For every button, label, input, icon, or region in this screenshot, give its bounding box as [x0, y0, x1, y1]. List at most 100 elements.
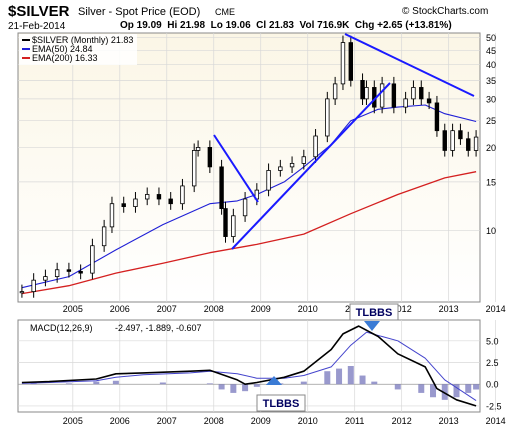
name-label: Silver - Spot Price (EOD) — [78, 6, 200, 18]
price-x-tick-2010: 2010 — [298, 304, 318, 314]
macd-x-tick-2013: 2013 — [439, 416, 459, 426]
price-bar-body — [289, 163, 295, 168]
tlbbs-bottom-box — [256, 394, 306, 412]
price-bar-2008-03 — [195, 140, 201, 157]
macd-histogram-bar-2008-09 — [218, 384, 225, 390]
price-bar-2012-10 — [411, 80, 416, 106]
macd-histogram-bar-2014-02 — [473, 384, 480, 390]
price-bar-body — [278, 166, 283, 171]
macd-histogram-bar-2013-12 — [465, 384, 472, 393]
price-gridlines — [18, 33, 497, 302]
macd-panel — [17, 319, 481, 413]
macd-y-tick--2.5: -2.5 — [486, 401, 502, 411]
macd-values: -2.497, -1.889, -0.607 — [115, 323, 202, 333]
macd-histogram-bar-2008-12 — [230, 384, 237, 393]
macd-histogram-series — [30, 366, 480, 400]
macd-x-tick-2010: 2010 — [298, 416, 318, 426]
price-x-tick-2009: 2009 — [251, 304, 271, 314]
price-y-tick-50: 50 — [486, 33, 496, 43]
price-bar-2005-12 — [90, 238, 95, 280]
triangle-up-icon — [266, 376, 282, 385]
price-bar-body — [78, 271, 83, 274]
price-bar-body — [313, 135, 318, 158]
price-bar-2005-03 — [54, 262, 60, 283]
legend: $SILVER (Monthly) 21.83 EMA(50) 24.84 EM… — [19, 34, 137, 65]
price-bar-body — [348, 42, 353, 81]
price-bar-body — [442, 130, 447, 151]
tlbbs-top-label: TLBBS — [356, 307, 393, 319]
price-bar-2008-09 — [219, 159, 224, 215]
price-y-tick-10: 10 — [486, 226, 496, 236]
price-bar-2009-09 — [266, 163, 271, 197]
macd-signal-series — [21, 331, 477, 402]
price-bar-body — [466, 138, 471, 151]
macd-histogram-bar-2006-01 — [93, 381, 100, 385]
price-bar-body — [207, 147, 213, 168]
macd-x-tick-2007: 2007 — [157, 416, 177, 426]
price-y-tick-30: 30 — [486, 94, 496, 104]
macd-y-tick-5: 5.0 — [486, 336, 499, 346]
price-bar-2009-03 — [242, 192, 248, 222]
legend-ema200-label: EMA(200) 16.33 — [32, 53, 98, 63]
price-bar-body — [168, 198, 173, 205]
price-bar-body — [156, 194, 162, 200]
macd-histogram-bar-2006-06 — [112, 380, 119, 385]
macd-histogram-bar-2011-06 — [347, 366, 354, 385]
price-bar-2012-02 — [379, 76, 385, 114]
legend-ema50-label: EMA(50) 24.84 — [32, 44, 93, 54]
price-y-tick-35: 35 — [486, 76, 496, 86]
macd-x-tick-2012: 2012 — [392, 416, 412, 426]
price-bar-2008-02 — [191, 143, 197, 193]
price-bar-body — [332, 83, 338, 100]
price-bar-body — [379, 83, 385, 108]
macd-x-tick-2005: 2005 — [63, 416, 83, 426]
price-y-tick-15: 15 — [486, 177, 496, 187]
price-bar-2004-12 — [43, 269, 48, 287]
price-bars-series — [19, 35, 479, 298]
price-bar-2012-08 — [403, 91, 408, 114]
macd-y-tick-2.5: 2.5 — [486, 358, 499, 368]
price-bar-2011-04 — [340, 35, 346, 91]
tlbbs-bottom-label: TLBBS — [263, 398, 300, 410]
price-bar-body — [231, 215, 236, 237]
price-bar-2004-06 — [19, 284, 25, 298]
price-bar-body — [19, 291, 25, 294]
price-bar-2013-02 — [426, 91, 432, 110]
price-bar-body — [325, 98, 330, 137]
price-bar-2011-02 — [332, 76, 338, 106]
price-bar-body — [458, 130, 463, 140]
price-bar-body — [411, 87, 416, 100]
macd-histogram-bar-2005-06 — [65, 383, 72, 385]
price-x-tick-2005: 2005 — [63, 304, 83, 314]
price-y-tick-45: 45 — [486, 46, 496, 56]
price-bar-2013-06 — [442, 123, 447, 157]
price-bar-2009-12 — [278, 159, 283, 177]
price-bar-body — [426, 98, 432, 104]
price-x-tick-2012: 2012 — [392, 304, 412, 314]
price-bar-body — [191, 150, 197, 187]
price-bar-2011-10 — [364, 80, 369, 106]
macd-histogram-bar-2011-12 — [371, 381, 378, 385]
tlbbs-bottom-tag: TLBBS — [256, 376, 306, 412]
price-bar-2012-12 — [419, 80, 424, 106]
tlbbs-top-tag: TLBBS — [349, 303, 399, 331]
price-bar-body — [54, 269, 60, 277]
price-x-tick-2006: 2006 — [110, 304, 130, 314]
price-bar-2006-11 — [133, 192, 138, 213]
price-bar-2008-06 — [207, 140, 213, 174]
tlbbs-top-box — [349, 303, 399, 321]
price-bar-body — [109, 203, 115, 228]
price-bar-body — [31, 279, 36, 292]
exchange-label: CME — [215, 7, 235, 17]
price-bar-2006-05 — [109, 196, 115, 234]
trendlines — [213, 33, 475, 250]
price-bar-body — [450, 130, 455, 151]
macd-x-tick-2011: 2011 — [345, 416, 364, 426]
price-bar-body — [195, 147, 201, 151]
copyright-label: © StockCharts.com — [402, 6, 488, 17]
price-bar-body — [403, 98, 408, 108]
macd-histogram-bar-2009-06 — [253, 384, 260, 387]
ema200-series — [21, 171, 477, 295]
price-bar-2010-12 — [325, 91, 330, 143]
